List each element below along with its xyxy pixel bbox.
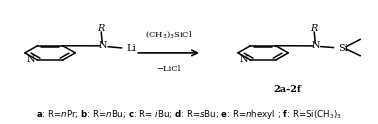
- Text: N: N: [99, 41, 107, 50]
- Text: R: R: [98, 24, 105, 33]
- Text: −LiCl: −LiCl: [156, 65, 181, 73]
- Text: N: N: [240, 55, 248, 64]
- Text: $\mathbf{a}$: R=$n$Pr; $\mathbf{b}$: R=$n$Bu; $\mathbf{c}$: R= $i$Bu; $\mathbf{d: $\mathbf{a}$: R=$n$Pr; $\mathbf{b}$: R=$…: [36, 108, 342, 121]
- Text: (CH$_3$)$_3$SiCl: (CH$_3$)$_3$SiCl: [145, 29, 192, 40]
- Text: 2a-2f: 2a-2f: [273, 85, 301, 94]
- Text: N: N: [312, 41, 320, 50]
- Text: N: N: [26, 55, 35, 64]
- Text: Li: Li: [126, 44, 136, 53]
- Text: R: R: [310, 24, 318, 33]
- Text: Si: Si: [338, 44, 348, 53]
